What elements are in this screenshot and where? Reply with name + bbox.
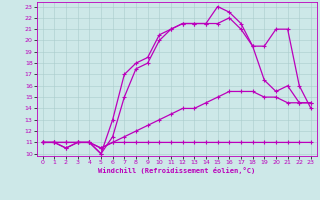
X-axis label: Windchill (Refroidissement éolien,°C): Windchill (Refroidissement éolien,°C) — [98, 167, 255, 174]
